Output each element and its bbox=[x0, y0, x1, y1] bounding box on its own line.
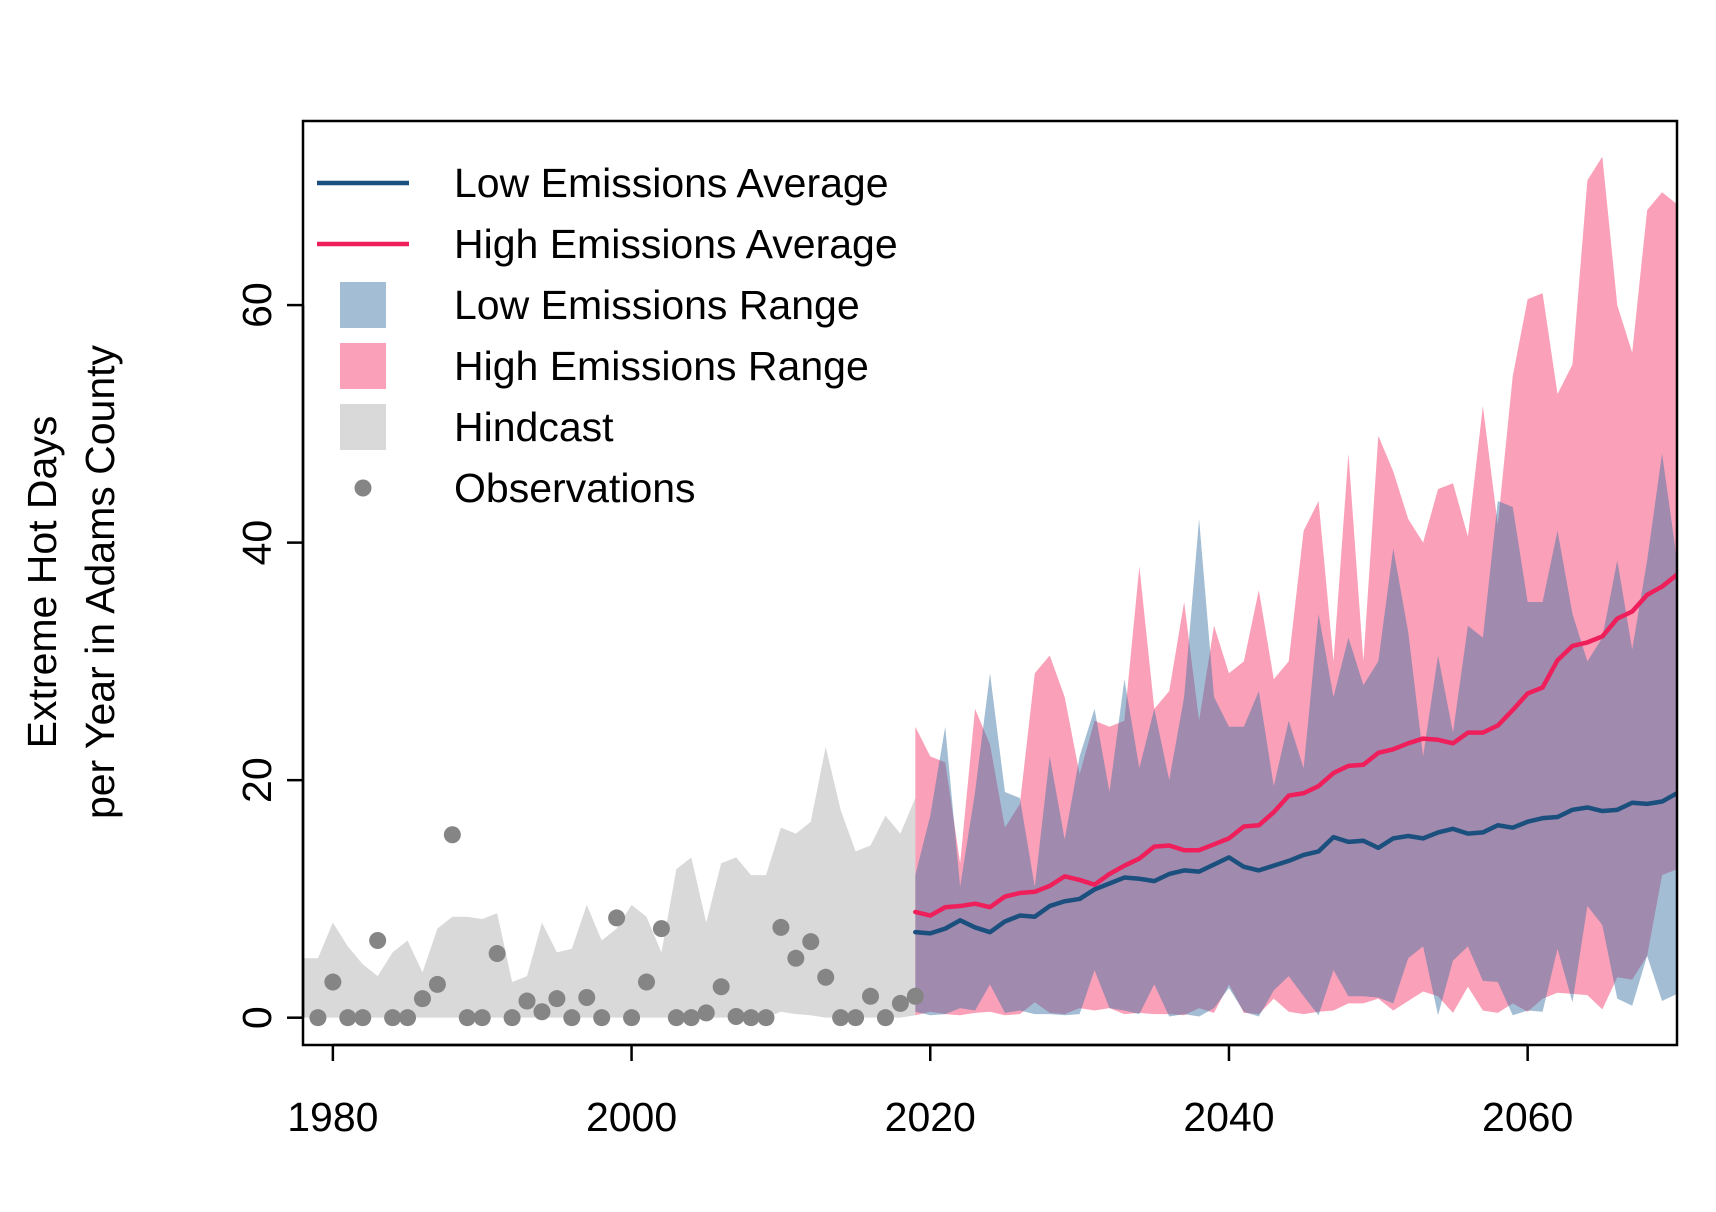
observation-point bbox=[309, 1009, 327, 1027]
observation-point bbox=[742, 1009, 760, 1027]
legend-label: Low Emissions Average bbox=[454, 160, 889, 206]
legend-label: High Emissions Range bbox=[454, 343, 869, 389]
legend-item: High Emissions Range bbox=[340, 343, 869, 389]
y-axis-title-line-2: per Year in Adams County bbox=[77, 344, 123, 819]
legend-box-swatch bbox=[340, 343, 386, 389]
observation-point bbox=[428, 975, 446, 993]
legend-label: Observations bbox=[454, 465, 696, 511]
observation-point bbox=[324, 973, 342, 991]
legend-item: Observations bbox=[354, 465, 696, 511]
observation-point bbox=[891, 994, 909, 1012]
legend-box-swatch bbox=[340, 404, 386, 450]
x-tick-label: 2000 bbox=[586, 1094, 677, 1140]
observation-point bbox=[548, 990, 566, 1008]
y-tick-label: 60 bbox=[234, 282, 280, 328]
observation-point bbox=[413, 990, 431, 1008]
x-tick-label: 2020 bbox=[885, 1094, 976, 1140]
plot-area bbox=[303, 156, 1677, 1027]
observation-point bbox=[876, 1009, 894, 1027]
y-axis-title-line-1: Extreme Hot Days bbox=[19, 416, 65, 749]
observation-point bbox=[608, 909, 626, 927]
observation-point bbox=[384, 1009, 402, 1027]
observation-point bbox=[697, 1004, 715, 1022]
observation-point bbox=[578, 988, 596, 1006]
legend-item: High Emissions Average bbox=[317, 221, 898, 267]
y-tick-label: 20 bbox=[234, 757, 280, 803]
observation-point bbox=[399, 1009, 417, 1027]
observation-point bbox=[727, 1008, 745, 1025]
legend-label: High Emissions Average bbox=[454, 221, 898, 267]
observation-point bbox=[623, 1009, 641, 1027]
x-tick-label: 1980 bbox=[287, 1094, 378, 1140]
observation-point bbox=[473, 1009, 491, 1027]
observation-point bbox=[354, 1009, 372, 1027]
observation-point bbox=[682, 1009, 700, 1027]
observation-point bbox=[638, 973, 655, 991]
legend-box-swatch bbox=[340, 282, 386, 328]
observation-point bbox=[802, 933, 820, 951]
legend-item: Low Emissions Range bbox=[340, 282, 860, 328]
observation-point bbox=[787, 949, 805, 967]
plot-series bbox=[303, 156, 1677, 1027]
legend-label: Low Emissions Range bbox=[454, 282, 860, 328]
observation-point bbox=[369, 931, 387, 949]
observation-point bbox=[593, 1009, 611, 1027]
high-emissions-average-line bbox=[913, 572, 1677, 918]
observation-point bbox=[757, 1009, 775, 1027]
y-tick-label: 0 bbox=[234, 1006, 280, 1029]
legend-label: Hindcast bbox=[454, 404, 614, 450]
observation-point bbox=[832, 1009, 850, 1027]
observation-point bbox=[712, 978, 730, 996]
observation-point bbox=[443, 826, 461, 844]
high-emissions-range-band bbox=[915, 156, 1677, 1016]
observation-point bbox=[817, 968, 835, 986]
observation-point bbox=[458, 1009, 476, 1027]
legend-item: Low Emissions Average bbox=[317, 160, 889, 206]
x-tick-label: 2040 bbox=[1183, 1094, 1274, 1140]
observation-point bbox=[667, 1009, 685, 1027]
observation-point bbox=[339, 1009, 357, 1027]
observation-point bbox=[652, 920, 670, 938]
x-tick-label: 2060 bbox=[1482, 1094, 1573, 1140]
legend: Low Emissions Average High Emissions Aver… bbox=[317, 160, 898, 511]
hindcast-band bbox=[303, 746, 916, 1018]
observation-point bbox=[862, 987, 880, 1005]
legend-item: Hindcast bbox=[340, 404, 614, 450]
observation-point bbox=[847, 1009, 865, 1027]
observation-point bbox=[563, 1009, 581, 1027]
observation-point bbox=[906, 987, 924, 1005]
observation-point bbox=[518, 992, 536, 1010]
y-axis-title: Extreme Hot Days per Year in Adams Count… bbox=[19, 344, 123, 819]
legend-point-swatch bbox=[354, 479, 372, 497]
y-tick-label: 40 bbox=[234, 520, 280, 566]
observation-point bbox=[503, 1009, 521, 1027]
observation-point bbox=[533, 1003, 551, 1021]
low-emissions-average-line bbox=[913, 790, 1677, 936]
observation-point bbox=[488, 945, 506, 963]
observation-point bbox=[772, 918, 790, 936]
